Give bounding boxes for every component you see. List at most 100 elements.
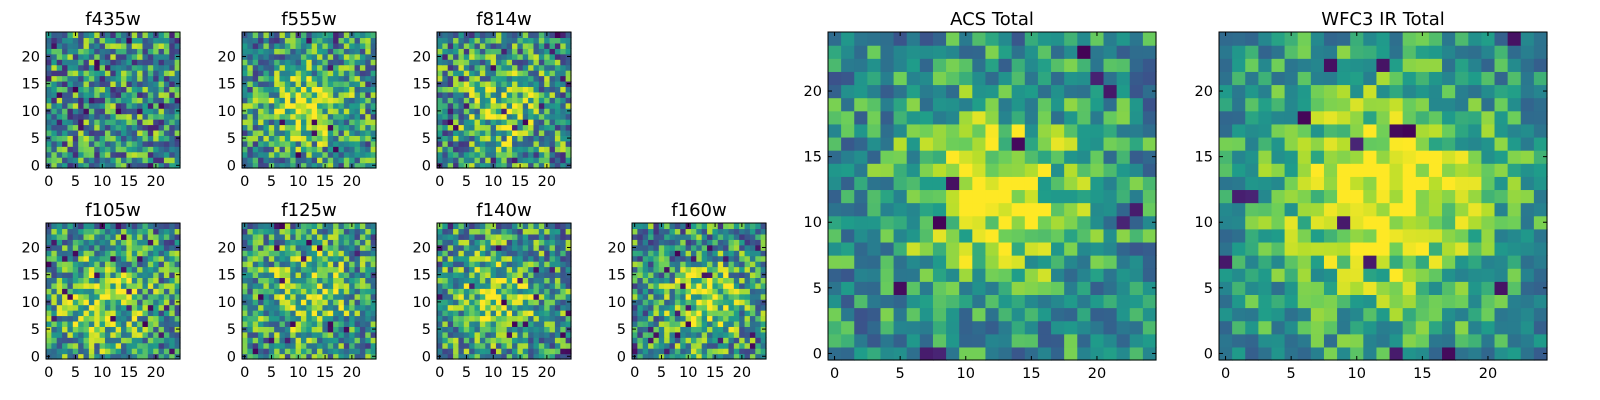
heatmap-cell	[67, 282, 74, 289]
heatmap-cell	[158, 282, 165, 289]
heatmap-cell	[290, 162, 297, 169]
heatmap-cell	[300, 113, 307, 120]
heatmap-cell	[447, 244, 454, 251]
heatmap-cell	[322, 97, 329, 104]
heatmap-cell	[637, 239, 644, 246]
heatmap-cell	[1090, 202, 1105, 217]
heatmap-cell	[62, 129, 69, 136]
heatmap-cell	[279, 108, 286, 115]
heatmap-cell	[252, 102, 259, 109]
heatmap-cell	[549, 310, 556, 317]
heatmap-cell	[932, 189, 947, 204]
heatmap-cell	[632, 250, 638, 257]
heatmap-cell	[306, 91, 313, 98]
heatmap-cell	[490, 113, 497, 120]
heatmap-cell	[51, 223, 58, 230]
heatmap-cell	[338, 59, 345, 66]
x-tick-label: 15	[706, 365, 724, 381]
heatmap-cell	[554, 277, 561, 284]
heatmap-cell	[760, 239, 767, 246]
heatmap-cell	[322, 261, 329, 268]
heatmap-cell	[669, 320, 676, 327]
heatmap-cell	[242, 97, 248, 104]
heatmap-cell	[147, 250, 154, 257]
heatmap-cell	[169, 261, 176, 268]
heatmap-cell	[469, 119, 476, 126]
heatmap-cell	[72, 261, 79, 268]
heatmap-cell	[517, 320, 524, 327]
heatmap-cell	[538, 348, 545, 355]
x-tick-label: 20	[343, 365, 361, 381]
heatmap-cell	[83, 299, 90, 306]
heatmap-cell	[744, 228, 751, 235]
heatmap-cell	[512, 282, 518, 289]
heatmap-cell	[274, 293, 281, 300]
heatmap-cell	[247, 337, 254, 344]
heatmap-cell	[306, 223, 313, 230]
heatmap-cell	[474, 124, 481, 131]
heatmap-cell	[485, 53, 492, 60]
heatmap-cell	[46, 277, 52, 284]
heatmap-cell	[78, 91, 85, 98]
heatmap-cell	[998, 202, 1013, 217]
heatmap-cell	[733, 223, 740, 230]
heatmap-cell	[327, 282, 334, 289]
heatmap-cell	[560, 315, 567, 322]
heatmap-cell	[88, 135, 95, 142]
heatmap-cell	[153, 86, 160, 93]
heatmap-cell	[67, 228, 74, 235]
heatmap-cell	[242, 310, 248, 317]
heatmap-cell	[110, 244, 117, 251]
heatmap-cell	[664, 320, 671, 327]
heatmap-cell	[279, 162, 286, 169]
heatmap-cell	[274, 48, 281, 55]
heatmap-cell	[469, 282, 476, 289]
heatmap-cell	[522, 113, 529, 120]
heatmap-cell	[163, 282, 170, 289]
heatmap-cell	[453, 113, 460, 120]
heatmap-cell	[560, 299, 567, 306]
heatmap-cell	[121, 75, 127, 82]
heatmap-cell	[696, 261, 703, 268]
heatmap-cell	[522, 48, 529, 55]
heatmap-cell	[284, 146, 291, 153]
heatmap-cell	[854, 307, 868, 322]
heatmap-cell	[263, 288, 270, 295]
heatmap-cell	[295, 342, 302, 349]
heatmap-cell	[258, 304, 265, 311]
heatmap-cell	[252, 293, 259, 300]
heatmap-cell	[263, 315, 270, 322]
heatmap-cell	[252, 135, 259, 142]
heatmap-cell	[88, 277, 95, 284]
heatmap-cell	[479, 282, 486, 289]
heatmap-cell	[517, 239, 524, 246]
heatmap-cell	[1051, 294, 1065, 309]
heatmap-cell	[56, 37, 63, 44]
heatmap-cell	[163, 102, 170, 109]
heatmap-cell	[322, 91, 329, 98]
heatmap-cell	[893, 333, 908, 348]
heatmap-cell	[560, 97, 567, 104]
heatmap-cell	[147, 299, 154, 306]
heatmap-cell	[242, 315, 248, 322]
heatmap-cell	[349, 70, 356, 77]
heatmap-cell	[322, 75, 329, 82]
heatmap-cell	[104, 64, 111, 71]
heatmap-cell	[131, 157, 138, 164]
heatmap-cell	[317, 315, 323, 322]
heatmap-cell	[485, 266, 492, 273]
heatmap-cell	[479, 146, 486, 153]
heatmap-cell	[512, 299, 518, 306]
heatmap-cell	[62, 223, 69, 230]
heatmap-cell	[343, 223, 350, 230]
heatmap-cell	[458, 108, 465, 115]
heatmap-cell	[469, 80, 476, 87]
heatmap-cell	[300, 162, 307, 169]
heatmap-cell	[463, 140, 470, 147]
heatmap-cell	[733, 353, 740, 360]
heatmap-cell	[637, 326, 644, 333]
heatmap-cell	[333, 97, 340, 104]
heatmap-cell	[549, 353, 556, 360]
heatmap-cell	[560, 129, 567, 136]
heatmap-cell	[333, 239, 340, 246]
